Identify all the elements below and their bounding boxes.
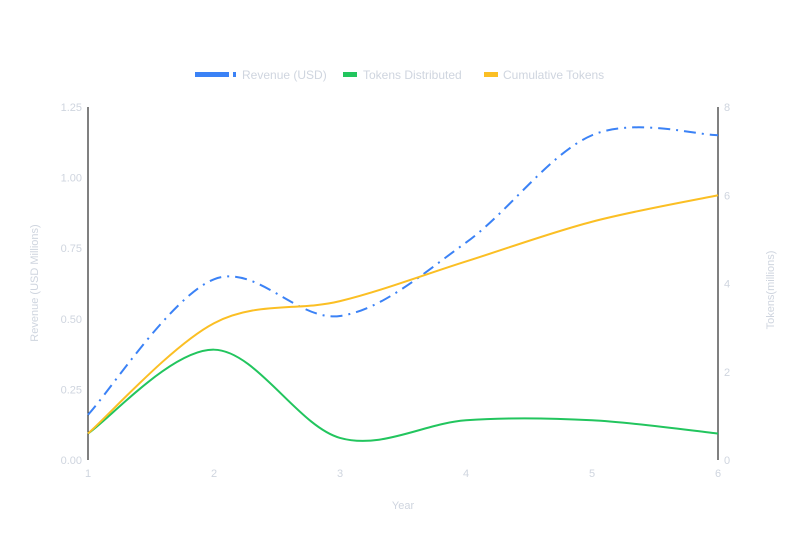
y-tick-label: 0.00 xyxy=(61,455,82,467)
legend-swatch xyxy=(484,72,498,77)
series-line-0 xyxy=(87,126,719,416)
y-tick-label: 0.75 xyxy=(61,243,82,255)
legend-swatch xyxy=(343,72,357,77)
x-tick-label: 2 xyxy=(211,468,217,480)
y-tick-label: 1.00 xyxy=(61,173,82,185)
y2-tick-label: 8 xyxy=(724,102,730,114)
y-tick-label: 1.25 xyxy=(61,102,82,114)
x-tick-label: 3 xyxy=(337,468,343,480)
legend-label: Cumulative Tokens xyxy=(503,68,604,82)
x-tick-label: 6 xyxy=(715,468,721,480)
series-line-2 xyxy=(87,194,719,435)
x-axis-label: Year xyxy=(392,500,415,512)
x-tick-label: 4 xyxy=(463,468,469,480)
y2-tick-label: 6 xyxy=(724,190,730,202)
legend-label: Revenue (USD) xyxy=(242,68,327,82)
y-tick-label: 0.25 xyxy=(61,384,82,396)
legend-label: Tokens Distributed xyxy=(363,68,462,82)
series-lines xyxy=(87,126,719,442)
y2-tick-label: 4 xyxy=(724,279,730,291)
y-tick-label: 0.50 xyxy=(61,314,82,326)
legend: Revenue (USD) Tokens Distributed Cumulativ… xyxy=(195,68,604,82)
y-axis-label: Revenue (USD Millions) xyxy=(29,224,41,341)
legend-swatch xyxy=(195,72,229,77)
x-tick-label: 1 xyxy=(85,468,91,480)
legend-swatch-dot xyxy=(233,72,236,77)
y2-tick-label: 0 xyxy=(724,455,730,467)
axes: 0.00 0.25 0.50 0.75 1.00 1.25 0 2 4 6 8 1 2 3 4 5 6 xyxy=(61,102,731,480)
x-tick-label: 5 xyxy=(589,468,595,480)
y2-axis-label: Tokens(millions) xyxy=(765,251,777,330)
series-line-1 xyxy=(87,348,719,442)
y2-tick-label: 2 xyxy=(724,367,730,379)
